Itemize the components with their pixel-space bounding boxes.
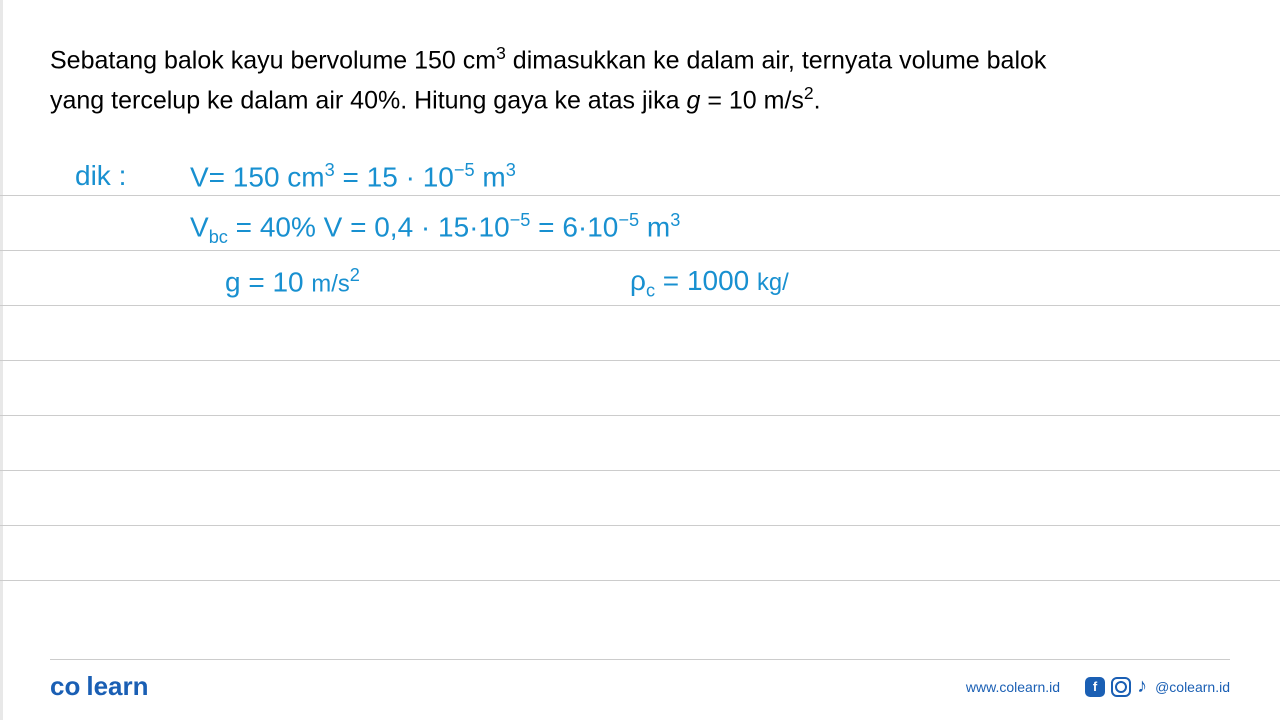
hw-line3-left: g = 10 m/s2 <box>225 265 360 298</box>
hw-l2-b: = 40% V = 0,4 · 15·10 <box>228 211 510 242</box>
hw-l3-rho: ρ <box>630 265 646 296</box>
problem-statement: Sebatang balok kayu bervolume 150 cm3 di… <box>50 40 1230 120</box>
problem-line2-sup: 2 <box>804 83 814 103</box>
hw-l1-csup: 3 <box>506 160 516 180</box>
tiktok-icon[interactable]: ♪ <box>1137 677 1147 697</box>
brand-logo: co learn <box>50 671 149 702</box>
hw-l2-c: = 6·10 <box>530 211 618 242</box>
website-link[interactable]: www.colearn.id <box>966 679 1060 695</box>
instagram-icon[interactable] <box>1111 677 1131 697</box>
social-handle: @colearn.id <box>1155 679 1230 695</box>
hw-l2-bsup: −5 <box>510 210 531 230</box>
ruled-line <box>0 470 1280 471</box>
ruled-line <box>0 250 1280 251</box>
social-icons: f ♪ @colearn.id <box>1085 677 1230 697</box>
problem-line1-text: Sebatang balok kayu bervolume 150 cm <box>50 46 496 74</box>
ruled-line <box>0 580 1280 581</box>
hw-line2: Vbc = 40% V = 0,4 · 15·10−5 = 6·10−5 m3 <box>190 210 680 248</box>
footer-right: www.colearn.id f ♪ @colearn.id <box>966 677 1230 697</box>
hw-label: dik : <box>75 160 126 192</box>
hw-line1: V= 150 cm3 = 15 · 10−5 m3 <box>190 160 516 193</box>
hw-l1-b: = 15 · 10 <box>335 161 454 192</box>
worksheet-area: dik : V= 150 cm3 = 15 · 10−5 m3 Vbc = 40… <box>50 155 1230 635</box>
hw-l1-asup: 3 <box>325 160 335 180</box>
page-container: Sebatang balok kayu bervolume 150 cm3 di… <box>0 0 1280 720</box>
problem-line2-text2: = 10 m/s <box>700 86 804 114</box>
problem-line2-text3: . <box>814 86 821 114</box>
ruled-line <box>0 415 1280 416</box>
hw-l2-dsup: 3 <box>670 210 680 230</box>
hw-l3-b: m/s <box>311 270 349 297</box>
problem-line1-text2: dimasukkan ke dalam air, ternyata volume… <box>506 46 1047 74</box>
hw-l3-bsup: 2 <box>350 265 360 285</box>
footer-divider <box>50 659 1230 660</box>
hw-l1-bsup: −5 <box>454 160 475 180</box>
hw-l3-rhounit: kg/ <box>757 269 789 296</box>
hw-l3-rhob: = 1000 <box>655 265 757 296</box>
ruled-line <box>0 525 1280 526</box>
footer: co learn www.colearn.id f ♪ @colearn.id <box>0 671 1280 702</box>
hw-line3-right: ρc = 1000 kg/ <box>630 265 789 302</box>
hw-l1-a: V= 150 cm <box>190 161 325 192</box>
ruled-line <box>0 305 1280 306</box>
ruled-line <box>0 360 1280 361</box>
ruled-line <box>0 195 1280 196</box>
hw-l3-a: g = 10 <box>225 266 311 297</box>
hw-l2-csup: −5 <box>618 210 639 230</box>
hw-l3-rhosub: c <box>646 280 655 300</box>
logo-part1: co <box>50 671 80 701</box>
hw-l1-c: m <box>475 161 506 192</box>
problem-line2-text: yang tercelup ke dalam air 40%. Hitung g… <box>50 86 686 114</box>
hw-l2-a: V <box>190 211 209 242</box>
hw-label-text: dik : <box>75 160 126 191</box>
problem-var-g: g <box>686 86 700 114</box>
hw-l2-d: m <box>639 211 670 242</box>
facebook-icon[interactable]: f <box>1085 677 1105 697</box>
hw-l2-asub: bc <box>209 227 228 247</box>
logo-part2: learn <box>86 671 148 701</box>
problem-line1-sup: 3 <box>496 43 506 63</box>
